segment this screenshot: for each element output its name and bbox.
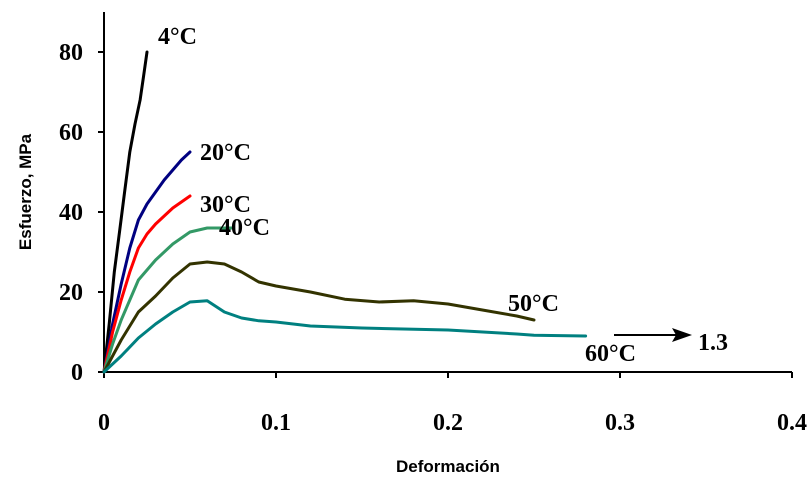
y-tick-label: 40	[59, 200, 83, 226]
y-tick-label: 80	[59, 40, 83, 66]
series-line	[102, 150, 192, 374]
x-tick-label: 0.1	[261, 410, 291, 436]
chart-tick-labels: 0 20 40 60 80 0 0.1 0.2 0.3 0.4	[59, 40, 807, 436]
series-label: 50°C	[508, 291, 559, 317]
y-tick-label: 60	[59, 120, 83, 146]
series-line	[102, 260, 536, 374]
series-line	[102, 226, 235, 374]
annotation-arrow: 1.3	[614, 328, 728, 356]
series-line	[102, 50, 149, 374]
chart-series-labels: 4°C 20°C 30°C40°C 50°C 60°C	[158, 24, 636, 367]
series-line	[102, 299, 588, 374]
x-tick-label: 0.2	[433, 410, 463, 436]
y-tick-label: 0	[71, 360, 83, 386]
series-label: 4°C	[158, 24, 197, 50]
series-label: 60°C	[585, 341, 636, 367]
x-axis-title: Deformación	[396, 457, 500, 476]
chart-ticks	[98, 51, 793, 378]
y-tick-label: 20	[59, 280, 83, 306]
annotation-label: 1.3	[698, 330, 728, 356]
x-tick-label: 0.4	[777, 410, 807, 436]
series-line	[102, 194, 192, 374]
chart-series	[102, 50, 588, 374]
series-label: 30°C	[200, 192, 251, 218]
x-tick-label: 0	[98, 410, 110, 436]
series-label: 20°C	[200, 140, 251, 166]
series-label: 40°C	[219, 215, 270, 241]
x-tick-label: 0.3	[605, 410, 635, 436]
annotation-arrow-head	[672, 328, 692, 342]
y-axis-title: Esfuerzo, MPa	[16, 133, 35, 250]
